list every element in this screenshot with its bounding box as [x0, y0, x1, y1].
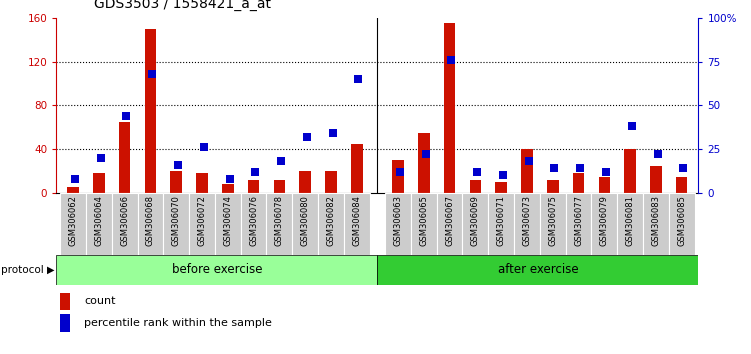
Bar [222, 184, 234, 193]
Text: GSM306073: GSM306073 [523, 195, 532, 246]
Bar [325, 171, 336, 193]
Bar [93, 173, 104, 193]
Bar [436, 193, 463, 255]
Bar [292, 193, 318, 255]
Bar [676, 177, 687, 193]
Bar [60, 314, 70, 332]
Bar [624, 149, 636, 193]
Bar [119, 122, 131, 193]
Bar [521, 149, 532, 193]
Text: before exercise: before exercise [171, 263, 262, 276]
Bar [514, 193, 540, 255]
Text: GSM306062: GSM306062 [68, 195, 77, 246]
Bar [617, 193, 643, 255]
Bar [300, 171, 311, 193]
Text: GSM306084: GSM306084 [352, 195, 361, 246]
Text: GSM306077: GSM306077 [574, 195, 583, 246]
Text: GSM306075: GSM306075 [548, 195, 557, 246]
Bar [496, 182, 507, 193]
Bar [573, 173, 584, 193]
Text: GSM306070: GSM306070 [172, 195, 181, 246]
Text: GSM306078: GSM306078 [275, 195, 284, 246]
Bar [650, 166, 662, 193]
Bar [241, 193, 267, 255]
Bar [469, 180, 481, 193]
Text: GSM306072: GSM306072 [198, 195, 207, 246]
Text: GSM306076: GSM306076 [249, 195, 258, 246]
Bar [392, 160, 404, 193]
Text: GSM306071: GSM306071 [496, 195, 505, 246]
Text: GSM306082: GSM306082 [327, 195, 336, 246]
Bar [344, 193, 369, 255]
Text: GSM306083: GSM306083 [651, 195, 660, 246]
Text: percentile rank within the sample: percentile rank within the sample [84, 318, 272, 328]
Bar [385, 193, 411, 255]
Bar [112, 193, 137, 255]
Bar [196, 173, 208, 193]
Bar [592, 193, 617, 255]
Bar [411, 193, 436, 255]
Text: GSM306069: GSM306069 [471, 195, 480, 246]
Text: count: count [84, 296, 116, 307]
Bar [540, 193, 566, 255]
Bar [145, 29, 156, 193]
Bar [60, 193, 86, 255]
Bar [163, 193, 189, 255]
Bar [444, 23, 455, 193]
Text: GSM306081: GSM306081 [626, 195, 635, 246]
Text: GSM306067: GSM306067 [445, 195, 454, 246]
Text: GSM306065: GSM306065 [419, 195, 428, 246]
Text: GSM306064: GSM306064 [95, 195, 104, 246]
Bar [463, 193, 488, 255]
Text: after exercise: after exercise [498, 263, 578, 276]
Text: GSM306085: GSM306085 [677, 195, 686, 246]
Text: GSM306079: GSM306079 [600, 195, 609, 246]
Text: GDS3503 / 1558421_a_at: GDS3503 / 1558421_a_at [94, 0, 271, 11]
Bar [418, 133, 430, 193]
Bar [170, 171, 182, 193]
Text: ▶: ▶ [47, 265, 55, 275]
Bar [547, 180, 559, 193]
Bar [248, 180, 259, 193]
Bar [599, 177, 610, 193]
Bar [318, 193, 344, 255]
Bar [189, 193, 215, 255]
Bar [56, 255, 378, 285]
Bar [566, 193, 592, 255]
Bar [60, 293, 70, 310]
Text: GSM306074: GSM306074 [223, 195, 232, 246]
Bar [351, 144, 363, 193]
Text: GSM306063: GSM306063 [394, 195, 403, 246]
Bar [137, 193, 163, 255]
Bar [488, 193, 514, 255]
Bar [669, 193, 695, 255]
Text: protocol: protocol [1, 265, 44, 275]
Bar [643, 193, 669, 255]
Bar [86, 193, 112, 255]
Bar [68, 188, 79, 193]
Text: GSM306066: GSM306066 [120, 195, 129, 246]
Bar [215, 193, 241, 255]
Text: GSM306068: GSM306068 [146, 195, 155, 246]
Bar [267, 193, 292, 255]
Bar [273, 180, 285, 193]
Bar [377, 255, 698, 285]
Text: GSM306080: GSM306080 [300, 195, 309, 246]
